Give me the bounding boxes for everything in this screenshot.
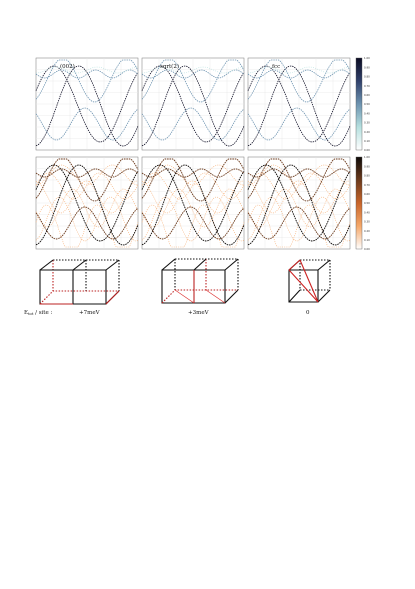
panel-top-3: fcc	[247, 57, 351, 151]
colorbar-tick-label: 0.70	[364, 84, 370, 88]
colorbar-bottom: 1.00 0.90 0.80 0.70 0.60 0.50 0.40 0.30 0.20 0.10…	[355, 155, 370, 251]
band-lines	[141, 158, 245, 248]
colorbar-tick-label: 0.60	[364, 192, 370, 196]
band-lines	[247, 158, 351, 248]
energy-value-1: +7meV	[79, 310, 101, 316]
band-lines	[35, 59, 139, 147]
panel-bottom-2	[141, 156, 245, 250]
colorbar-tick-label: 0.90	[364, 164, 370, 168]
panel-top-1: (002)	[35, 57, 139, 151]
colorbar-tick-label: 0.10	[364, 238, 370, 242]
colorbar-tick-label: 0.60	[364, 93, 370, 97]
panel-title: fcc	[272, 64, 280, 70]
panel-top-2: sqrt(2)	[141, 57, 245, 151]
colorbar-tick-label: 0.80	[364, 75, 370, 79]
colorbar-tick-label: 1.00	[364, 56, 370, 60]
structure-sketch-3	[288, 259, 331, 303]
colorbar-top-ticks: 1.00 0.90 0.80 0.70 0.60 0.50 0.40 0.30 0.20 0.10…	[364, 56, 370, 152]
colorbar-tick-label: 0.30	[364, 121, 370, 125]
panel-bottom-3	[247, 156, 351, 250]
panel-title: sqrt(2)	[160, 63, 179, 70]
colorbar-tick-label: 0.20	[364, 130, 370, 134]
colorbar-tick-label: 0.50	[364, 201, 370, 205]
energy-value-2: +3meV	[188, 310, 210, 316]
colorbar-tick-label: 0.10	[364, 139, 370, 143]
panel-bottom-1	[35, 156, 139, 250]
colorbar-tick-label: 0.70	[364, 183, 370, 187]
colorbar-tick-label: 0.50	[364, 102, 370, 106]
colorbar-tick-label: 0.00	[364, 247, 370, 251]
panel-title: (002)	[60, 63, 75, 70]
colorbar-top: 1.00 0.90 0.80 0.70 0.60 0.50 0.40 0.30 0.20 0.10…	[355, 56, 370, 152]
colorbar-bottom-ticks: 1.00 0.90 0.80 0.70 0.60 0.50 0.40 0.30 0.20 0.10…	[364, 155, 370, 251]
colorbar-tick-label: 1.00	[364, 155, 370, 159]
energy-label: Etot / site :	[24, 310, 53, 316]
band-lines	[35, 158, 139, 248]
colorbar-tick-label: 0.20	[364, 229, 370, 233]
band-lines	[247, 59, 351, 147]
band-lines	[141, 59, 245, 147]
colorbar-tick-label: 0.40	[364, 111, 370, 115]
structure-sketch-2	[161, 258, 239, 304]
energy-value-3: 0	[306, 310, 310, 316]
colorbar-tick-label: 0.80	[364, 174, 370, 178]
structure-sketch-1	[39, 259, 120, 305]
colorbar-tick-label: 0.30	[364, 220, 370, 224]
panel-grid	[142, 157, 244, 249]
colorbar-tick-label: 0.00	[364, 148, 370, 152]
colorbar-tick-label: 0.90	[364, 65, 370, 69]
colorbar-tick-label: 0.40	[364, 210, 370, 214]
